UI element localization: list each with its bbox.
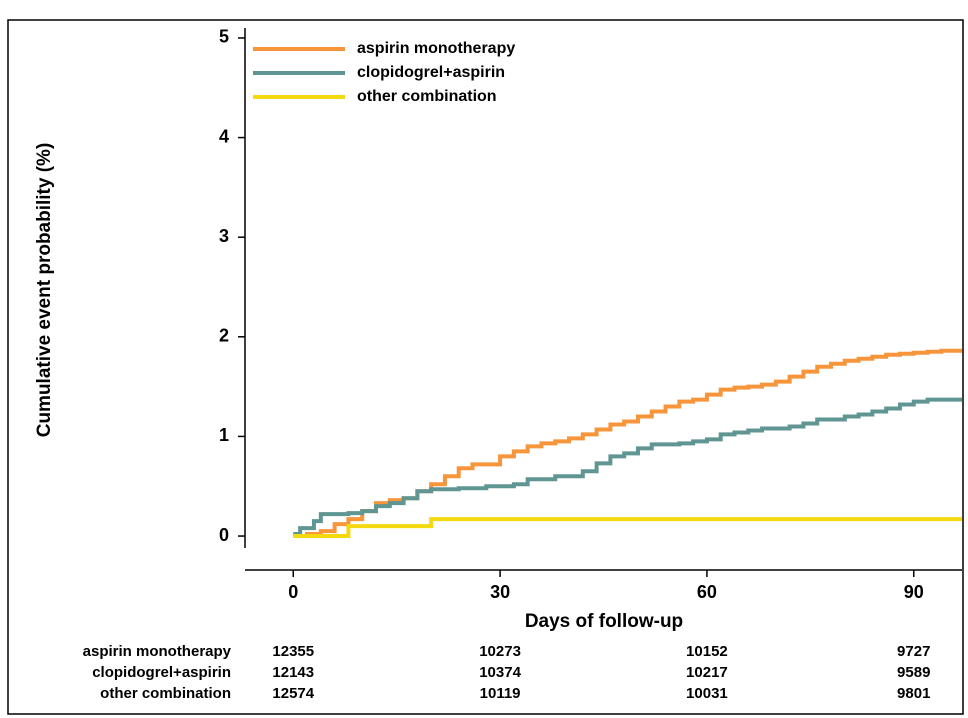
risk-count: 10152 xyxy=(686,643,728,660)
risk-count: 12143 xyxy=(272,664,314,681)
y-tick-label: 4 xyxy=(219,126,229,146)
risk-count: 9727 xyxy=(897,643,930,660)
legend-label: other combination xyxy=(357,88,497,105)
risk-count: 12355 xyxy=(272,643,314,660)
y-tick-label: 1 xyxy=(219,425,229,445)
risk-count: 9801 xyxy=(897,685,930,702)
y-axis-title: Cumulative event probability (%) xyxy=(34,143,55,438)
km-curve xyxy=(293,397,962,537)
y-tick-label: 0 xyxy=(219,525,229,545)
risk-count: 12574 xyxy=(272,685,314,702)
x-tick-label: 90 xyxy=(904,582,924,602)
risk-row-label: other combination xyxy=(100,685,231,702)
risk-count: 10374 xyxy=(479,664,521,681)
x-tick-label: 30 xyxy=(490,582,510,602)
km-curve xyxy=(293,348,962,539)
risk-row-label: aspirin monotherapy xyxy=(83,643,232,660)
x-axis-title: Days of follow-up xyxy=(525,611,683,632)
risk-count: 10217 xyxy=(686,664,728,681)
y-tick-label: 3 xyxy=(219,226,229,246)
x-tick-label: 0 xyxy=(288,582,298,602)
risk-count: 10119 xyxy=(480,685,521,702)
risk-count: 10031 xyxy=(686,685,728,702)
legend-label: clopidogrel+aspirin xyxy=(357,64,505,81)
km-curve xyxy=(293,517,962,539)
risk-count: 9589 xyxy=(897,664,930,681)
y-tick-label: 2 xyxy=(219,326,229,346)
frame xyxy=(7,19,964,715)
x-tick-label: 60 xyxy=(697,582,717,602)
risk-row-label: clopidogrel+aspirin xyxy=(92,664,231,681)
legend-label: aspirin monotherapy xyxy=(357,40,515,57)
y-tick-label: 5 xyxy=(219,27,229,47)
risk-count: 10273 xyxy=(479,643,521,660)
